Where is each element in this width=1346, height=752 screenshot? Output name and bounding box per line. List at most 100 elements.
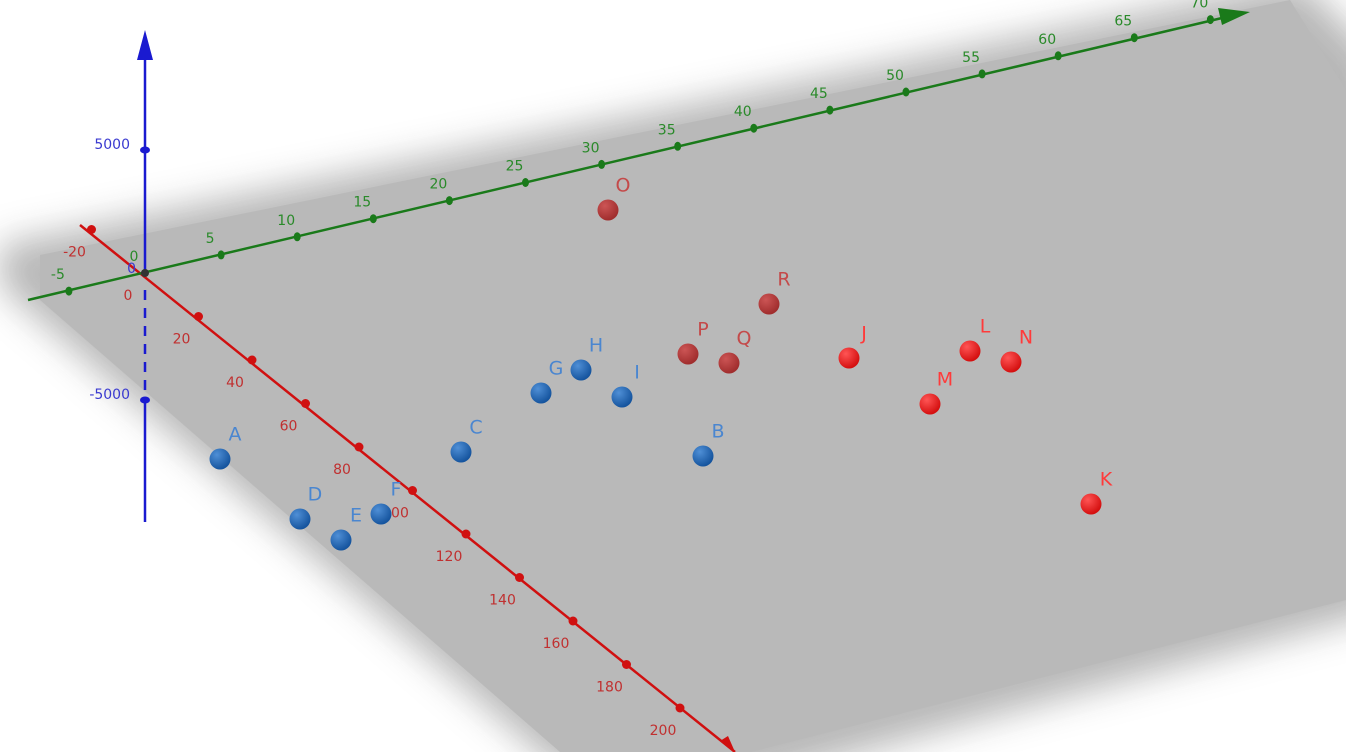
point-label: I <box>634 362 640 384</box>
y-tick <box>902 87 910 97</box>
x-tick-label: 80 <box>333 462 351 478</box>
point-label: Q <box>737 328 752 350</box>
y-tick-label: 60 <box>1038 32 1056 48</box>
point <box>677 343 699 365</box>
point-label: B <box>711 421 724 443</box>
point-label: R <box>777 269 790 291</box>
x-tick <box>87 225 96 234</box>
x-tick <box>515 573 524 582</box>
point <box>838 347 860 369</box>
x-tick-label: 0 <box>124 288 133 304</box>
y-tick <box>826 105 834 115</box>
point-label: O <box>616 175 631 197</box>
point-label: A <box>229 424 242 446</box>
x-tick <box>408 486 417 495</box>
y-tick-label: 20 <box>429 177 447 193</box>
y-tick-label: 15 <box>353 195 371 211</box>
point <box>570 359 592 381</box>
y-tick <box>293 232 301 242</box>
y-tick <box>217 250 225 260</box>
y-axis-arrow <box>1218 8 1250 25</box>
point <box>692 445 714 467</box>
y-tick <box>65 286 73 296</box>
point <box>370 503 392 525</box>
point-label: G <box>549 358 564 380</box>
z-tick <box>140 396 150 404</box>
point <box>1080 493 1102 515</box>
y-tick <box>750 123 758 133</box>
y-tick <box>1054 51 1062 61</box>
y-tick <box>522 178 529 187</box>
origin <box>141 269 149 277</box>
point-label: K <box>1100 469 1113 491</box>
y-tick-label: 40 <box>734 104 752 120</box>
layer: -20020406080100120140160180200-505101520… <box>51 0 1214 739</box>
x-tick <box>675 703 685 713</box>
point <box>530 382 552 404</box>
point <box>209 448 231 470</box>
z-axis-arrow <box>137 30 153 60</box>
z-tick-label: 0 <box>127 261 136 277</box>
x-tick <box>622 660 631 669</box>
point-label: P <box>697 319 708 341</box>
point-label: N <box>1019 327 1033 349</box>
y-tick-label: 30 <box>582 140 600 156</box>
xy-plane-core <box>40 0 1346 752</box>
point <box>450 441 472 463</box>
y-tick-label: 55 <box>962 50 980 66</box>
point-label: H <box>589 335 603 357</box>
x-tick-label: 60 <box>280 419 298 435</box>
y-tick <box>1130 33 1138 43</box>
x-tick <box>568 616 578 626</box>
z-tick-label: -5000 <box>89 387 130 403</box>
point-label: D <box>308 484 323 506</box>
y-tick-label: 0 <box>130 249 139 265</box>
x-tick <box>461 529 471 539</box>
y-tick <box>674 141 682 151</box>
y-tick <box>1206 15 1214 25</box>
point <box>718 352 740 374</box>
y-tick-label: 65 <box>1114 14 1132 30</box>
z-tick-label: 5000 <box>94 137 130 153</box>
x-tick <box>354 442 364 452</box>
point-label: E <box>350 505 362 527</box>
x-tick-label: 200 <box>650 723 677 739</box>
point-label: F <box>391 479 402 501</box>
point-label: L <box>980 316 991 338</box>
point <box>758 293 780 315</box>
x-tick-label: 20 <box>173 332 191 348</box>
y-axis <box>27 16 1223 302</box>
y-tick-label: 25 <box>506 159 524 175</box>
y-tick-label: 35 <box>658 122 676 138</box>
x-tick <box>301 399 310 408</box>
x-axis-arrow <box>720 736 735 752</box>
x-tick <box>247 355 257 365</box>
point <box>919 393 941 415</box>
y-tick-label: 10 <box>277 213 295 229</box>
z-tick <box>140 146 150 154</box>
point-label: C <box>469 417 482 439</box>
point <box>289 508 311 530</box>
x-tick-label: 120 <box>436 549 463 565</box>
point <box>330 529 352 551</box>
y-tick <box>445 196 453 206</box>
y-tick <box>369 214 377 224</box>
y-tick-label: -5 <box>51 267 65 283</box>
x-tick-label: 140 <box>489 593 516 609</box>
point <box>959 340 981 362</box>
y-tick-label: 50 <box>886 68 904 84</box>
y-tick-label: 5 <box>206 231 215 247</box>
x-tick-label: 40 <box>226 375 244 391</box>
y-tick <box>978 69 986 79</box>
point <box>611 386 633 408</box>
y-tick <box>598 159 606 169</box>
x-tick-label: 180 <box>596 680 623 696</box>
point <box>1000 351 1022 373</box>
point-label: M <box>937 369 953 391</box>
x-tick-label: -20 <box>63 245 86 261</box>
point <box>597 199 619 221</box>
x-tick <box>194 312 203 321</box>
y-tick-label: 70 <box>1190 0 1208 12</box>
